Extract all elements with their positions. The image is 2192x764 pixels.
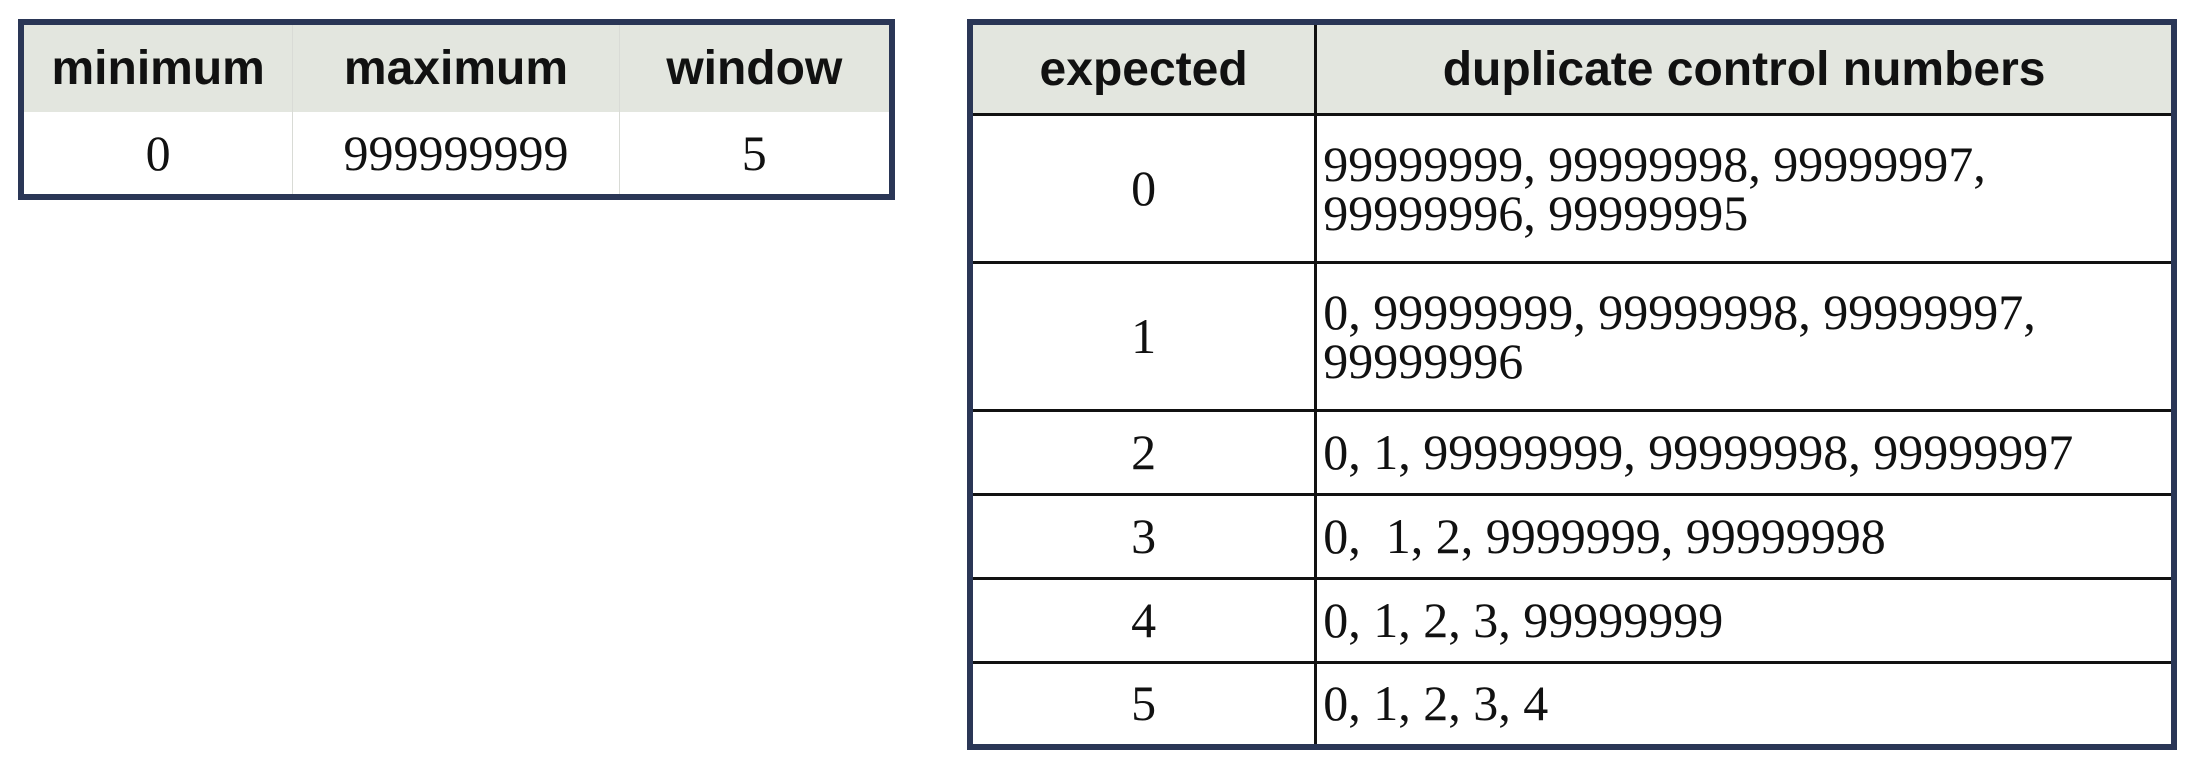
duplicate-numbers: 0, 1, 2, 3, 4 xyxy=(1314,661,2176,748)
expected-value: 4 xyxy=(968,577,1318,664)
parameters-table: minimum maximum window 0 999999999 5 xyxy=(18,19,895,200)
table-row: 4 0, 1, 2, 3, 99999999 xyxy=(968,577,2176,664)
expected-value: 5 xyxy=(968,661,1318,748)
table-row: 1 0, 99999999, 99999998, 99999997, 99999… xyxy=(968,261,2176,412)
table-row: 5 0, 1, 2, 3, 4 xyxy=(968,661,2176,748)
table-row: 2 0, 1, 99999999, 99999998, 99999997 xyxy=(968,409,2176,496)
parameters-header-row: minimum maximum window xyxy=(20,22,893,112)
expected-value: 1 xyxy=(968,261,1318,412)
header-window: window xyxy=(618,22,893,112)
duplicate-numbers: 0, 1, 2, 3, 99999999 xyxy=(1314,577,2176,664)
header-expected: expected xyxy=(968,20,1318,116)
maximum-value: 999999999 xyxy=(292,112,620,197)
table-row: 0 99999999, 99999998, 99999997, 99999996… xyxy=(968,113,2176,264)
expected-value: 3 xyxy=(968,493,1318,580)
duplicate-numbers: 99999999, 99999998, 99999997, 99999996, … xyxy=(1314,113,2176,264)
table-row: 3 0, 1, 2, 9999999, 99999998 xyxy=(968,493,2176,580)
duplicate-control-numbers-table: expected duplicate control numbers 0 999… xyxy=(967,19,2177,750)
header-minimum: minimum xyxy=(20,22,294,112)
header-maximum: maximum xyxy=(292,22,620,112)
minimum-value: 0 xyxy=(20,112,294,197)
duplicates-header-row: expected duplicate control numbers xyxy=(968,20,2176,116)
parameters-row: 0 999999999 5 xyxy=(20,112,893,197)
header-duplicate-control-numbers: duplicate control numbers xyxy=(1314,20,2176,116)
expected-value: 2 xyxy=(968,409,1318,496)
duplicate-numbers: 0, 1, 99999999, 99999998, 99999997 xyxy=(1314,409,2176,496)
window-value: 5 xyxy=(618,112,893,197)
duplicate-numbers: 0, 1, 2, 9999999, 99999998 xyxy=(1314,493,2176,580)
duplicate-numbers: 0, 99999999, 99999998, 99999997, 9999999… xyxy=(1314,261,2176,412)
expected-value: 0 xyxy=(968,113,1318,264)
